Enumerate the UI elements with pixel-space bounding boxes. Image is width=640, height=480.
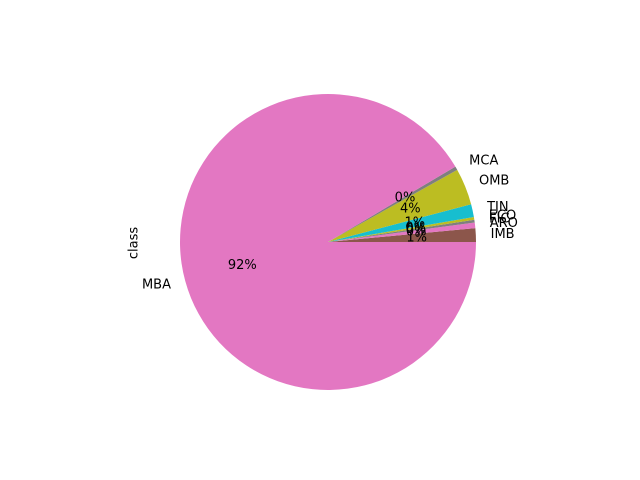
- slice-label-fic: FIC: [489, 212, 509, 227]
- slice-pct-omb: 4%: [400, 201, 421, 216]
- pie-labels: IMB1%ARO0%FIC0%ECO0%TJN1%OMB4%MCA0%MBA92…: [142, 153, 518, 292]
- pie-slice-tjn: [328, 204, 474, 242]
- slice-label-aro: ARO: [490, 216, 518, 231]
- pie-slice-omb: [328, 169, 472, 242]
- slice-label-eco: ECO: [489, 209, 517, 224]
- pie-slice-mca: [328, 166, 458, 242]
- slice-pct-mca: 0%: [395, 190, 416, 205]
- slice-label-tjn: TJN: [486, 200, 509, 215]
- pie-slice-eco: [328, 217, 475, 242]
- slice-pct-tjn: 1%: [404, 216, 425, 231]
- pie-slice-aro: [328, 222, 476, 242]
- slice-pct-mba: 92%: [228, 258, 257, 273]
- slice-pct-eco: 0%: [405, 220, 426, 235]
- slice-label-mca: MCA: [469, 153, 498, 168]
- slice-pct-fic: 0%: [406, 222, 427, 237]
- slice-pct-imb: 1%: [406, 230, 427, 245]
- pie-slices: [180, 94, 476, 391]
- y-axis-label: class: [127, 227, 142, 259]
- pie-slice-fic: [328, 219, 475, 242]
- slice-label-imb: IMB: [491, 227, 515, 242]
- slice-label-mba: MBA: [142, 277, 171, 292]
- pie-slice-imb: [328, 228, 476, 242]
- slice-pct-aro: 0%: [406, 224, 427, 239]
- slice-label-omb: OMB: [479, 174, 509, 189]
- pie-slice-mba: [180, 94, 476, 391]
